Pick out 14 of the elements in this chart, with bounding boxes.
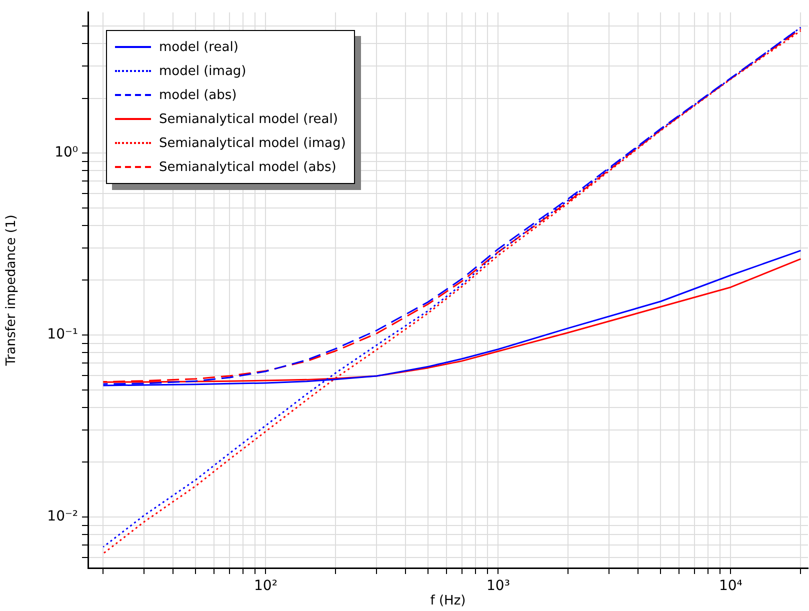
legend-label: model (abs) [159,88,237,103]
x-tick-label: 10⁴ [718,578,743,594]
legend-label: Semianalytical model (real) [159,112,338,127]
legend-label: Semianalytical model (imag) [159,136,346,151]
x-tick-label: 10³ [486,578,510,594]
y-tick-label: 10⁰ [54,144,78,161]
y-axis-title: Transfer impedance (1) [4,214,20,367]
legend-label: model (imag) [159,64,246,79]
legend-label: model (real) [159,40,238,55]
legend-label: Semianalytical model (abs) [159,160,336,175]
x-tick-label: 10² [254,578,278,594]
y-tick-label: 10⁻¹ [47,326,78,343]
x-axis-title: f (Hz) [430,594,466,609]
y-tick-label: 10⁻² [47,508,78,525]
